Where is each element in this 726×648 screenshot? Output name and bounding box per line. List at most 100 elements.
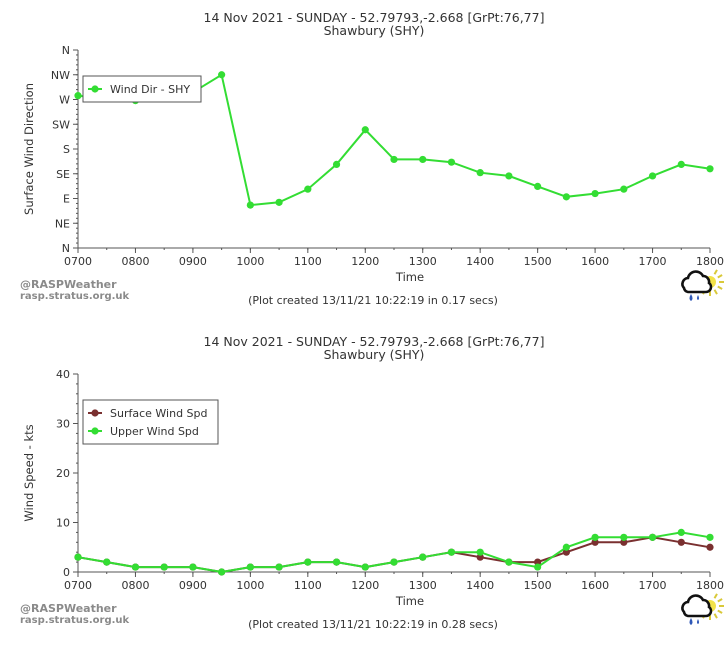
data-point xyxy=(246,563,254,571)
legend-swatch-marker xyxy=(91,427,99,435)
y-tick-label: 10 xyxy=(56,517,70,530)
y-tick-label: W xyxy=(59,94,70,107)
x-tick-label: 1500 xyxy=(524,579,552,592)
data-point xyxy=(505,172,513,180)
data-point xyxy=(131,563,140,571)
data-point xyxy=(562,193,570,201)
x-axis-label: Time xyxy=(395,270,424,284)
legend-entry: Wind Dir - SHY xyxy=(110,83,190,96)
y-tick-label: SE xyxy=(56,168,70,181)
data-point xyxy=(447,158,456,166)
data-point xyxy=(275,563,283,571)
y-tick-label: 30 xyxy=(56,418,70,431)
credit-line2: rasp.stratus.org.uk xyxy=(20,615,130,626)
data-point xyxy=(476,553,484,561)
plot-created-note: (Plot created 13/11/21 10:22:19 in 0.17 … xyxy=(248,294,498,307)
x-tick-label: 1100 xyxy=(294,579,322,592)
y-axis-label: Surface Wind Direction xyxy=(22,83,36,215)
sun-ray xyxy=(717,609,723,614)
x-tick-label: 0700 xyxy=(64,255,92,268)
x-tick-label: 1000 xyxy=(236,579,264,592)
x-tick-label: 1700 xyxy=(639,255,667,268)
data-point xyxy=(677,528,685,536)
data-point xyxy=(620,533,628,541)
data-point xyxy=(332,160,341,168)
plot-created-note: (Plot created 13/11/21 10:22:19 in 0.28 … xyxy=(248,618,498,631)
data-point xyxy=(218,71,226,79)
data-point xyxy=(74,553,82,561)
x-tick-label: 1500 xyxy=(524,255,552,268)
x-tick-label: 0800 xyxy=(121,255,149,268)
data-point xyxy=(706,533,714,541)
sun-ray xyxy=(713,269,718,275)
data-point xyxy=(160,563,168,571)
x-tick-label: 1200 xyxy=(351,255,379,268)
data-point xyxy=(476,169,484,177)
data-point xyxy=(534,563,542,571)
data-point xyxy=(419,553,427,561)
rain-drop xyxy=(697,619,699,624)
data-point xyxy=(419,155,427,164)
x-tick-label: 1300 xyxy=(409,579,437,592)
y-tick-label: 40 xyxy=(56,368,70,381)
sun-ray xyxy=(717,285,723,290)
wind-speed-chart: 14 Nov 2021 - SUNDAY - 52.79793,-2.668 [… xyxy=(20,334,724,631)
y-tick-label: S xyxy=(63,143,70,156)
legend-swatch-marker xyxy=(91,85,99,93)
cloud-shape xyxy=(681,594,713,618)
legend-box xyxy=(82,75,202,103)
y-axis-label: Wind Speed - kts xyxy=(22,424,36,521)
data-point xyxy=(103,558,111,566)
x-tick-label: 0900 xyxy=(179,579,207,592)
data-point xyxy=(677,538,685,546)
y-tick-label: N xyxy=(62,44,70,57)
data-point xyxy=(332,558,341,566)
data-point xyxy=(591,538,599,546)
y-tick-label: NW xyxy=(51,69,70,82)
sun-ray xyxy=(713,613,718,619)
rain-drop xyxy=(689,618,693,625)
x-tick-label: 1000 xyxy=(236,255,264,268)
data-point xyxy=(648,533,657,541)
data-point xyxy=(534,558,542,566)
data-point xyxy=(620,185,628,193)
data-point xyxy=(706,165,714,173)
wind-direction-chart: 14 Nov 2021 - SUNDAY - 52.79793,-2.668 [… xyxy=(20,10,724,307)
data-point xyxy=(390,155,398,164)
y-tick-label: SW xyxy=(52,118,70,131)
data-point xyxy=(476,548,484,556)
x-tick-label: 0900 xyxy=(179,255,207,268)
x-tick-label: 0700 xyxy=(64,579,92,592)
cloud-rain-sun-icon xyxy=(681,269,724,301)
y-tick-label: NE xyxy=(55,217,70,230)
x-tick-label: 1100 xyxy=(294,255,322,268)
x-tick-label: 1300 xyxy=(409,255,437,268)
cloud-shape xyxy=(681,270,713,294)
data-point xyxy=(304,185,312,193)
chart-subtitle: Shawbury (SHY) xyxy=(324,23,425,38)
data-point xyxy=(534,182,542,190)
y-tick-label: N xyxy=(62,242,70,255)
credit-line1: @RASPWeather xyxy=(20,602,117,615)
data-point xyxy=(390,558,398,566)
data-point xyxy=(246,201,254,209)
data-point xyxy=(620,538,628,546)
y-tick-label: E xyxy=(63,193,70,206)
x-tick-label: 1800 xyxy=(696,579,724,592)
data-point xyxy=(189,563,197,571)
chart-title: 14 Nov 2021 - SUNDAY - 52.79793,-2.668 [… xyxy=(204,334,545,349)
sun-ray xyxy=(717,598,723,603)
x-tick-label: 1400 xyxy=(466,255,494,268)
x-tick-label: 1600 xyxy=(581,579,609,592)
x-axis-label: Time xyxy=(395,594,424,608)
sun-ray xyxy=(717,274,723,279)
cloud-rain-sun-icon xyxy=(681,593,724,625)
x-tick-label: 0800 xyxy=(121,579,149,592)
x-tick-label: 1400 xyxy=(466,579,494,592)
legend-box xyxy=(82,399,219,445)
sun-ray xyxy=(713,593,718,599)
chart-title: 14 Nov 2021 - SUNDAY - 52.79793,-2.668 [… xyxy=(204,10,545,25)
x-tick-label: 1800 xyxy=(696,255,724,268)
x-tick-label: 1600 xyxy=(581,255,609,268)
